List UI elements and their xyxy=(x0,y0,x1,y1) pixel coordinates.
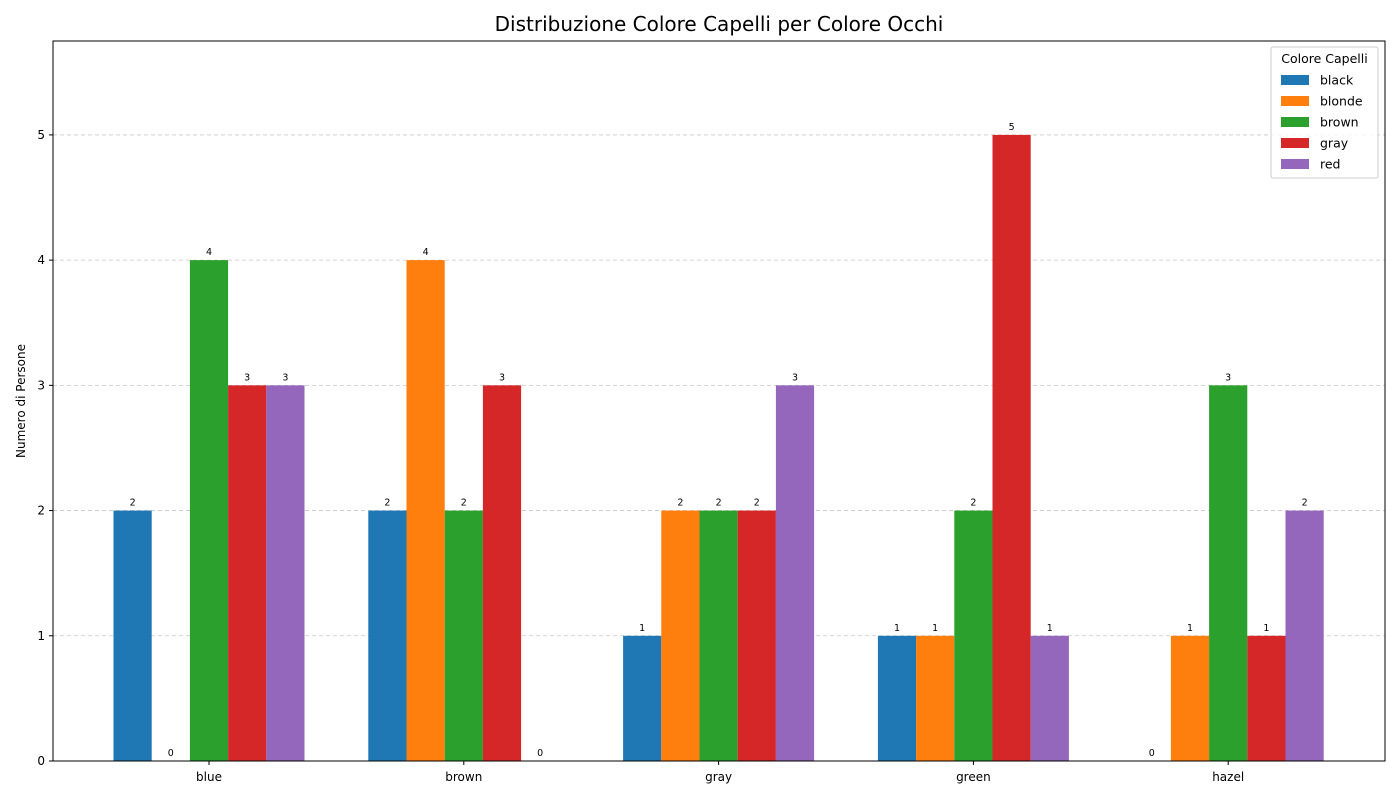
y-tick-label: 1 xyxy=(37,629,45,643)
data-label: 1 xyxy=(894,623,900,634)
legend-swatch-red xyxy=(1281,159,1309,169)
bar-red-hazel xyxy=(1285,510,1324,761)
y-tick-label: 5 xyxy=(37,128,45,142)
x-tick-label: green xyxy=(956,770,991,784)
data-label: 2 xyxy=(677,498,683,509)
bars xyxy=(113,134,1324,762)
data-label: 3 xyxy=(792,372,798,383)
data-labels: 2 0 4 3 3 2 4 2 3 0 1 2 2 2 3 1 1 2 5 1 0 1 3 1 2 xyxy=(130,122,1308,759)
data-label: 0 xyxy=(1149,748,1155,759)
legend-swatch-blonde xyxy=(1281,96,1309,106)
data-label: 1 xyxy=(1187,623,1193,634)
x-tick-label: blue xyxy=(196,770,222,784)
data-label: 1 xyxy=(639,623,645,634)
y-tick-label: 2 xyxy=(37,504,45,518)
bar-brown-hazel xyxy=(1209,385,1248,761)
bar-brown-gray xyxy=(699,510,738,761)
data-label: 2 xyxy=(130,498,136,509)
bar-red-blue xyxy=(266,385,305,761)
data-label: 2 xyxy=(461,498,467,509)
data-label: 4 xyxy=(423,247,429,258)
data-label: 2 xyxy=(384,498,390,509)
data-label: 2 xyxy=(1302,498,1308,509)
data-label: 1 xyxy=(1047,623,1053,634)
bar-black-brown xyxy=(368,510,407,761)
legend-swatch-gray xyxy=(1281,138,1309,148)
bar-black-blue xyxy=(113,510,152,761)
data-label: 3 xyxy=(499,372,505,383)
data-label: 3 xyxy=(1225,372,1231,383)
y-tick-label: 3 xyxy=(37,378,45,392)
x-tick-label: brown xyxy=(445,770,482,784)
data-label: 5 xyxy=(1009,122,1015,133)
y-tick-label: 0 xyxy=(37,754,45,768)
y-tick-label: 4 xyxy=(37,253,45,267)
legend-swatch-brown xyxy=(1281,117,1309,127)
bar-gray-green xyxy=(992,134,1031,762)
legend-label-black: black xyxy=(1320,73,1354,88)
y-axis: 0 1 2 3 4 5 xyxy=(37,128,53,768)
legend: Colore Capelli black blonde brown gray red xyxy=(1270,46,1379,179)
x-tick-label: gray xyxy=(705,770,732,784)
data-label: 1 xyxy=(1263,623,1269,634)
x-axis: blue brown gray green hazel xyxy=(196,761,1244,784)
x-tick-label: hazel xyxy=(1212,770,1244,784)
bar-gray-gray xyxy=(737,510,776,761)
data-label: 2 xyxy=(970,498,976,509)
legend-label-brown: brown xyxy=(1320,115,1359,130)
legend-swatch-black xyxy=(1281,75,1309,85)
bar-black-gray xyxy=(623,635,662,761)
data-label: 3 xyxy=(244,372,250,383)
legend-label-blonde: blonde xyxy=(1320,94,1363,109)
data-label: 1 xyxy=(932,623,938,634)
bar-red-gray xyxy=(775,385,815,761)
bar-brown-green xyxy=(954,510,993,761)
data-label: 3 xyxy=(282,372,288,383)
legend-label-gray: gray xyxy=(1320,136,1349,151)
legend-title: Colore Capelli xyxy=(1281,51,1367,66)
bar-blonde-hazel xyxy=(1170,635,1210,761)
bar-brown-brown xyxy=(444,510,483,761)
bar-gray-brown xyxy=(482,385,522,761)
bar-gray-hazel xyxy=(1247,635,1286,761)
bar-brown-blue xyxy=(189,260,229,761)
bar-red-green xyxy=(1030,635,1069,761)
bar-blonde-brown xyxy=(406,260,445,761)
data-label: 4 xyxy=(206,247,212,258)
legend-label-red: red xyxy=(1320,157,1341,172)
bar-gray-blue xyxy=(228,385,267,761)
bar-blonde-gray xyxy=(661,510,700,761)
y-axis-label: Numero di Persone xyxy=(14,344,28,458)
data-label: 0 xyxy=(537,748,543,759)
data-label: 2 xyxy=(716,498,722,509)
data-label: 2 xyxy=(754,498,760,509)
data-label: 0 xyxy=(168,748,174,759)
chart-title: Distribuzione Colore Capelli per Colore … xyxy=(495,12,944,36)
bar-black-green xyxy=(877,635,917,761)
bar-blonde-green xyxy=(916,635,955,761)
